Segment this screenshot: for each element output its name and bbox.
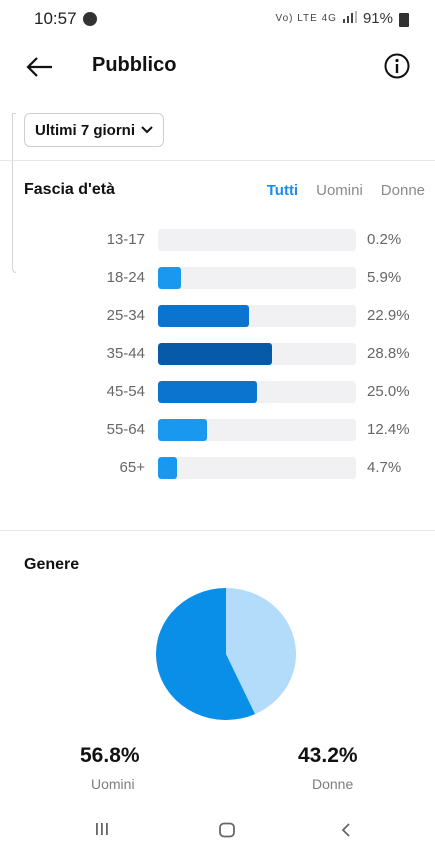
- age-bar-track: [158, 343, 356, 365]
- age-bar: [158, 267, 182, 289]
- filter-all[interactable]: Tutti: [266, 182, 299, 199]
- system-nav-bar: [0, 818, 435, 841]
- date-range-dropdown[interactable]: Ultimi 7 giorni: [24, 113, 165, 147]
- age-row: 65+ 4.7%: [0, 457, 435, 479]
- age-percent: 4.7%: [367, 459, 402, 476]
- back-button[interactable]: [22, 52, 56, 82]
- age-percent: 28.8%: [367, 345, 410, 362]
- age-percent: 22.9%: [367, 307, 410, 324]
- date-range-label: Ultimi 7 giorni: [35, 121, 136, 139]
- gender-pie-chart: [156, 588, 296, 720]
- chevron-left-icon: [341, 823, 350, 837]
- age-range-label: 13-17: [106, 231, 145, 248]
- status-right: Vo) LTE 4G 91%: [275, 10, 409, 27]
- women-label: Donne: [312, 776, 354, 792]
- system-back-button[interactable]: [340, 822, 352, 843]
- side-edge: [12, 113, 16, 273]
- age-bar: [158, 419, 208, 441]
- battery-icon: [399, 12, 409, 27]
- age-percent: 5.9%: [367, 269, 402, 286]
- age-row: 45-54 25.0%: [0, 381, 435, 403]
- age-row: 25-34 22.9%: [0, 305, 435, 327]
- age-percent: 12.4%: [367, 421, 410, 438]
- age-range-label: 65+: [119, 459, 145, 476]
- men-percent: 56.8%: [80, 744, 140, 767]
- age-bar-track: [158, 305, 356, 327]
- age-row: 13-17 0.2%: [0, 229, 435, 251]
- recents-icon: [96, 823, 108, 835]
- network-icons: Vo) LTE 4G: [275, 13, 337, 24]
- home-button[interactable]: [218, 822, 236, 843]
- age-range-label: 55-64: [106, 421, 145, 438]
- age-row: 55-64 12.4%: [0, 419, 435, 441]
- chevron-down-icon: [141, 126, 153, 134]
- age-range-label: 18-24: [106, 269, 145, 286]
- age-percent: 25.0%: [367, 383, 410, 400]
- signal-icon: [342, 10, 357, 27]
- age-bar-track: [158, 419, 356, 441]
- info-icon: [384, 53, 410, 79]
- recent-apps-button[interactable]: [94, 822, 110, 841]
- pie-slice-women: [226, 588, 296, 715]
- age-bar-track: [158, 267, 356, 289]
- status-time: 10:57: [34, 9, 77, 28]
- status-bar: 10:57 Vo) LTE 4G 91%: [0, 0, 435, 36]
- gender-filter-tabs: Tutti Uomini Donne: [267, 182, 425, 199]
- age-bar: [158, 343, 273, 365]
- notification-icon: [83, 12, 97, 26]
- age-bar-track: [158, 457, 356, 479]
- filter-men[interactable]: Uomini: [316, 182, 363, 199]
- women-percent: 43.2%: [298, 744, 358, 767]
- age-range-label: 35-44: [106, 345, 145, 362]
- age-row: 35-44 28.8%: [0, 343, 435, 365]
- age-bar: [158, 381, 257, 403]
- pie-slice-men: [156, 588, 256, 720]
- age-range-label: 25-34: [106, 307, 145, 324]
- gender-section-title: Genere: [24, 556, 80, 573]
- arrow-left-icon: [26, 57, 52, 77]
- divider: [0, 530, 435, 531]
- info-button[interactable]: [383, 52, 411, 80]
- age-row: 18-24 5.9%: [0, 267, 435, 289]
- page-title: Pubblico: [92, 54, 177, 76]
- age-range-label: 45-54: [106, 383, 145, 400]
- filter-women[interactable]: Donne: [380, 182, 425, 199]
- men-label: Uomini: [91, 776, 135, 792]
- battery-percent: 91%: [362, 10, 393, 27]
- age-bar: [158, 457, 177, 479]
- age-bar-track: [158, 381, 356, 403]
- header: Pubblico: [0, 46, 435, 90]
- age-bar: [158, 305, 249, 327]
- home-icon: [219, 822, 235, 838]
- age-section-title: Fascia d'età: [24, 181, 115, 198]
- age-percent: 0.2%: [367, 231, 402, 248]
- divider: [0, 160, 435, 161]
- age-bar-track: [158, 229, 356, 251]
